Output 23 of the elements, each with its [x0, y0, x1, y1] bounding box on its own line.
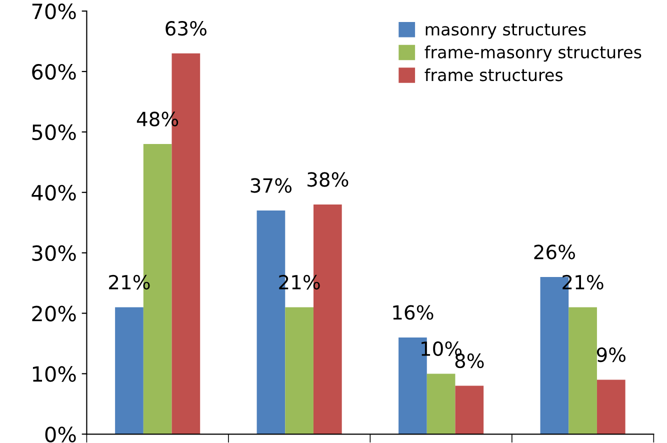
y-tick-label: 70%	[32, 4, 76, 20]
data-label: 38%	[308, 172, 348, 187]
bar	[426, 374, 456, 434]
y-tick-label: 30%	[32, 245, 76, 262]
bar	[285, 307, 314, 434]
data-label: 26%	[534, 244, 575, 260]
bar	[455, 386, 484, 434]
data-label: 37%	[250, 178, 292, 193]
data-label: 16%	[393, 305, 434, 320]
y-tick-label: 50%	[32, 124, 76, 140]
legend-label: frame structures	[424, 68, 563, 82]
bar	[596, 380, 626, 434]
bar	[115, 307, 144, 434]
bar	[568, 307, 597, 434]
y-tick-label: 60%	[32, 64, 76, 80]
data-label: 63%	[166, 21, 206, 36]
legend-label: frame-masonry structures	[424, 46, 642, 62]
y-tick-label: 20%	[32, 306, 76, 322]
y-tick-label: 0%	[45, 426, 76, 442]
y-tick-label: 40%	[32, 184, 76, 201]
legend-label: masonry structures	[426, 24, 586, 39]
y-tick-label: 10%	[32, 366, 76, 382]
data-label: 9%	[596, 347, 626, 362]
